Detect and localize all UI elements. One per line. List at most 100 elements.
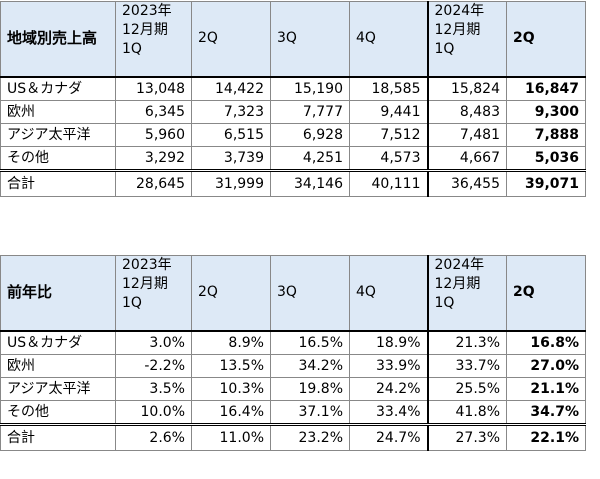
cell: 13,048 xyxy=(115,76,192,101)
cell: 6,928 xyxy=(270,122,350,147)
cell: 6,345 xyxy=(115,99,192,124)
cell: 33.9% xyxy=(349,353,428,378)
row-label: 欧州 xyxy=(0,99,116,124)
cell: 18,585 xyxy=(349,76,428,101)
cell: 15,190 xyxy=(270,76,350,101)
cell: 27.0% xyxy=(506,353,586,378)
cell: 7,888 xyxy=(506,122,586,147)
cell: 13.5% xyxy=(191,353,271,378)
cell: 6,515 xyxy=(191,122,271,147)
cell: 21.3% xyxy=(426,330,507,355)
column-header: 2024年 12月期 1Q xyxy=(426,1,507,78)
column-header: 2023年 12月期 1Q xyxy=(115,1,192,78)
cell: 33.7% xyxy=(426,353,507,378)
cell: 8.9% xyxy=(191,330,271,355)
row-label: 合計 xyxy=(0,168,116,197)
table-row: US＆カナダ 3.0% 8.9% 16.5% 18.9% 21.3% 16.8% xyxy=(0,330,586,355)
cell: 5,036 xyxy=(506,145,586,171)
table-title: 前年比 xyxy=(0,255,116,332)
header-row: 地域別売上高 2023年 12月期 1Q 2Q 3Q 4Q 2024年 12月期 1Q … xyxy=(0,1,586,78)
cell: 39,071 xyxy=(506,168,586,197)
cell: 10.0% xyxy=(115,399,192,425)
cell: 9,300 xyxy=(506,99,586,124)
cell: 3.0% xyxy=(115,330,192,355)
cell: 23.2% xyxy=(270,422,350,451)
cell: 16.4% xyxy=(191,399,271,425)
cell: 7,512 xyxy=(349,122,428,147)
table-row: その他 10.0% 16.4% 37.1% 33.4% 41.8% 34.7% xyxy=(0,399,586,425)
cell: 27.3% xyxy=(426,422,507,451)
table-title: 地域別売上高 xyxy=(0,1,116,78)
cell: -2.2% xyxy=(115,353,192,378)
row-label: 欧州 xyxy=(0,353,116,378)
table-row: 欧州 6,345 7,323 7,777 9,441 8,483 9,300 xyxy=(0,99,586,124)
cell: 25.5% xyxy=(426,376,507,401)
table-row: アジア太平洋 5,960 6,515 6,928 7,512 7,481 7,8… xyxy=(0,122,586,147)
cell: 34.2% xyxy=(270,353,350,378)
column-header: 2Q xyxy=(191,1,271,78)
cell: 16.5% xyxy=(270,330,350,355)
cell: 4,251 xyxy=(270,145,350,171)
cell: 7,323 xyxy=(191,99,271,124)
cell: 24.7% xyxy=(349,422,428,451)
column-header: 2Q xyxy=(506,255,586,332)
column-header: 2Q xyxy=(506,1,586,78)
cell: 31,999 xyxy=(191,168,271,197)
cell: 34.7% xyxy=(506,399,586,425)
header-line: 2023年 12月期 1Q xyxy=(122,3,172,57)
cell: 15,824 xyxy=(426,76,507,101)
cell: 16.8% xyxy=(506,330,586,355)
cell: 4,573 xyxy=(349,145,428,171)
cell: 3.5% xyxy=(115,376,192,401)
cell: 14,422 xyxy=(191,76,271,101)
row-label: US＆カナダ xyxy=(0,76,116,101)
cell: 5,960 xyxy=(115,122,192,147)
cell: 40,111 xyxy=(349,168,428,197)
sales-table: 地域別売上高 2023年 12月期 1Q 2Q 3Q 4Q 2024年 12月期 1Q … xyxy=(0,1,586,197)
table-row: 欧州 -2.2% 13.5% 34.2% 33.9% 33.7% 27.0% xyxy=(0,353,586,378)
cell: 3,739 xyxy=(191,145,271,171)
cell: 41.8% xyxy=(426,399,507,425)
cell: 11.0% xyxy=(191,422,271,451)
cell: 22.1% xyxy=(506,422,586,451)
cell: 19.8% xyxy=(270,376,350,401)
header-row: 前年比 2023年 12月期 1Q 2Q 3Q 4Q 2024年 12月期 1Q 2Q xyxy=(0,255,586,332)
cell: 2.6% xyxy=(115,422,192,451)
row-label: その他 xyxy=(0,145,116,171)
row-label: 合計 xyxy=(0,422,116,451)
row-label: US＆カナダ xyxy=(0,330,116,355)
cell: 16,847 xyxy=(506,76,586,101)
cell: 8,483 xyxy=(426,99,507,124)
total-row: 合計 28,645 31,999 34,146 40,111 36,455 39… xyxy=(0,168,586,197)
table-row: その他 3,292 3,739 4,251 4,573 4,667 5,036 xyxy=(0,145,586,171)
cell: 7,481 xyxy=(426,122,507,147)
header-line: 2024年 12月期 1Q xyxy=(434,3,485,57)
row-label: その他 xyxy=(0,399,116,425)
cell: 33.4% xyxy=(349,399,428,425)
cell: 10.3% xyxy=(191,376,271,401)
cell: 18.9% xyxy=(349,330,428,355)
cell: 7,777 xyxy=(270,99,350,124)
table-row: アジア太平洋 3.5% 10.3% 19.8% 24.2% 25.5% 21.1… xyxy=(0,376,586,401)
row-label: アジア太平洋 xyxy=(0,376,116,401)
column-header: 2024年 12月期 1Q xyxy=(426,255,507,332)
header-line: 2024年 12月期 1Q xyxy=(434,257,485,311)
cell: 37.1% xyxy=(270,399,350,425)
column-header: 4Q xyxy=(349,255,428,332)
column-header: 3Q xyxy=(270,1,350,78)
cell: 34,146 xyxy=(270,168,350,197)
column-header: 2023年 12月期 1Q xyxy=(115,255,192,332)
cell: 24.2% xyxy=(349,376,428,401)
cell: 9,441 xyxy=(349,99,428,124)
column-header: 2Q xyxy=(191,255,271,332)
yoy-table: 前年比 2023年 12月期 1Q 2Q 3Q 4Q 2024年 12月期 1Q 2Q … xyxy=(0,255,586,451)
cell: 21.1% xyxy=(506,376,586,401)
header-line: 2023年 12月期 1Q xyxy=(122,257,172,311)
cell: 28,645 xyxy=(115,168,192,197)
column-header: 4Q xyxy=(349,1,428,78)
total-row: 合計 2.6% 11.0% 23.2% 24.7% 27.3% 22.1% xyxy=(0,422,586,451)
cell: 3,292 xyxy=(115,145,192,171)
cell: 4,667 xyxy=(426,145,507,171)
cell: 36,455 xyxy=(426,168,507,197)
row-label: アジア太平洋 xyxy=(0,122,116,147)
